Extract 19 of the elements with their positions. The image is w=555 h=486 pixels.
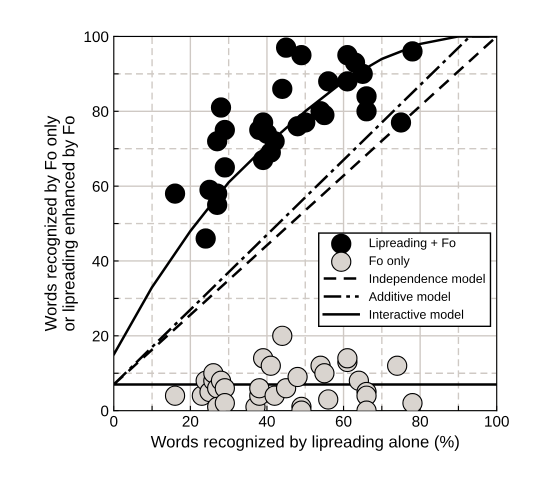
x-tick-label: 100 [485,416,509,427]
legend-label: Interactive model [370,310,464,319]
x-tick-label: 40 [258,416,275,427]
y-tick-label: 40 [92,256,108,267]
y-tick-label: 60 [92,181,108,192]
y-tick-label: 20 [92,330,108,342]
x-tick-label: 80 [412,416,428,427]
legend-label: Independence model [370,274,485,286]
y-axis-title: Words recognized by Fo only or lipreading enhanced by Fo [44,116,78,332]
x-tick-label: 0 [110,416,118,427]
legend-label: Fo only [370,256,410,268]
legend-label: Lipreading + Fo [370,238,456,250]
x-tick-label: 60 [336,416,352,427]
y-tick-label: 0 [101,406,108,416]
y-tick-label: 100 [84,31,108,42]
x-axis-title: Words recognized by lipreading alone (%) [150,435,459,451]
x-tick-label: 20 [182,416,198,427]
y-tick-label: 80 [92,106,108,117]
legend-label: Additive model [368,292,450,301]
